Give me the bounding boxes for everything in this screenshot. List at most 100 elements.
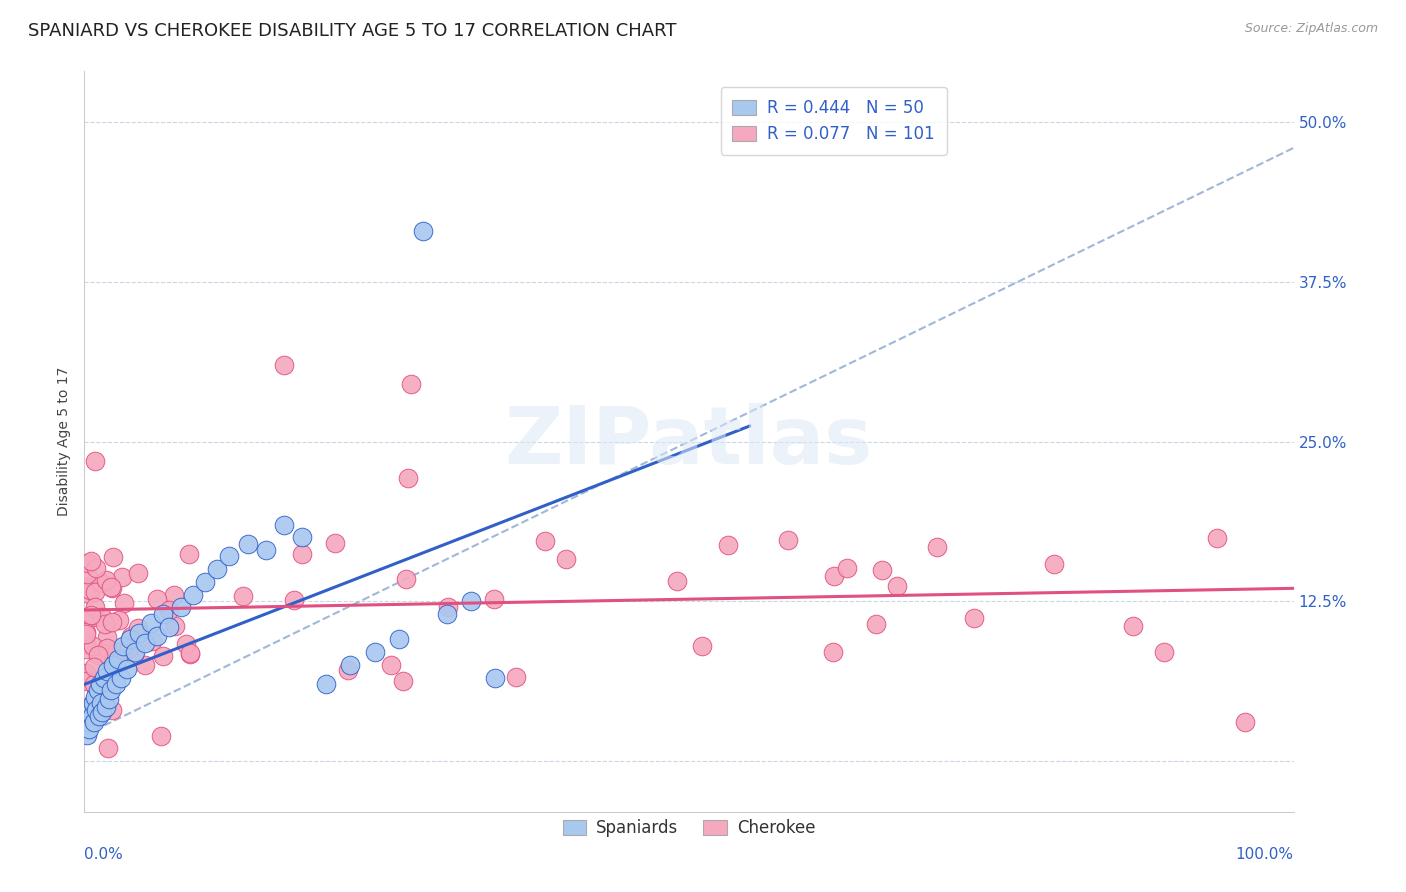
Point bbox=[94, 617, 117, 632]
Point bbox=[218, 549, 240, 564]
Point bbox=[79, 583, 101, 598]
Point bbox=[273, 517, 295, 532]
Point bbox=[962, 611, 984, 625]
Point bbox=[76, 728, 98, 742]
Point bbox=[101, 653, 124, 667]
Point bbox=[207, 562, 229, 576]
Point bbox=[163, 588, 186, 602]
Point bbox=[392, 673, 415, 688]
Point bbox=[396, 471, 419, 485]
Point bbox=[181, 588, 204, 602]
Point bbox=[80, 554, 103, 568]
Point bbox=[104, 677, 127, 691]
Point bbox=[77, 722, 100, 736]
Text: SPANIARD VS CHEROKEE DISABILITY AGE 5 TO 17 CORRELATION CHART: SPANIARD VS CHEROKEE DISABILITY AGE 5 TO… bbox=[28, 22, 676, 40]
Point bbox=[84, 711, 107, 725]
Point bbox=[79, 702, 101, 716]
Point bbox=[112, 596, 135, 610]
Point bbox=[554, 552, 576, 566]
Point bbox=[77, 715, 100, 730]
Point bbox=[128, 626, 150, 640]
Point bbox=[77, 608, 100, 623]
Point bbox=[534, 534, 557, 549]
Point bbox=[139, 615, 162, 630]
Point bbox=[120, 629, 142, 643]
Point bbox=[100, 683, 122, 698]
Point bbox=[86, 703, 108, 717]
Point bbox=[76, 674, 98, 689]
Point bbox=[79, 587, 101, 601]
Point bbox=[84, 679, 107, 693]
Point bbox=[84, 561, 107, 575]
Point bbox=[79, 580, 101, 594]
Point bbox=[174, 637, 197, 651]
Point bbox=[717, 538, 740, 552]
Point bbox=[437, 600, 460, 615]
Point bbox=[399, 377, 422, 392]
Point bbox=[118, 640, 141, 655]
Point bbox=[101, 581, 124, 595]
Point bbox=[776, 533, 799, 547]
Point bbox=[886, 579, 908, 593]
Point bbox=[179, 646, 201, 660]
Point bbox=[115, 662, 138, 676]
Point bbox=[100, 580, 122, 594]
Point bbox=[110, 570, 132, 584]
Point bbox=[146, 629, 169, 643]
Point bbox=[412, 224, 434, 238]
Point bbox=[254, 543, 277, 558]
Point bbox=[336, 663, 359, 677]
Point bbox=[291, 530, 314, 544]
Point bbox=[89, 677, 111, 691]
Point bbox=[152, 607, 174, 621]
Point bbox=[90, 610, 112, 624]
Point bbox=[83, 454, 105, 468]
Point bbox=[108, 613, 131, 627]
Point bbox=[80, 709, 103, 723]
Point bbox=[394, 572, 416, 586]
Point bbox=[80, 698, 103, 713]
Text: 0.0%: 0.0% bbox=[84, 847, 124, 863]
Point bbox=[86, 683, 108, 698]
Point bbox=[1206, 531, 1229, 545]
Point bbox=[865, 617, 887, 632]
Point bbox=[339, 657, 361, 672]
Point bbox=[76, 566, 98, 581]
Point bbox=[103, 657, 125, 672]
Point bbox=[94, 700, 117, 714]
Point bbox=[1043, 558, 1066, 572]
Point bbox=[84, 690, 107, 704]
Point bbox=[83, 715, 105, 730]
Point bbox=[835, 561, 858, 575]
Point bbox=[179, 647, 201, 661]
Point bbox=[120, 632, 142, 647]
Point bbox=[1234, 715, 1257, 730]
Point bbox=[93, 671, 115, 685]
Point bbox=[80, 672, 103, 686]
Point bbox=[484, 671, 506, 685]
Point bbox=[165, 619, 187, 633]
Text: ZIPatlas: ZIPatlas bbox=[505, 402, 873, 481]
Point bbox=[96, 630, 118, 644]
Point bbox=[75, 625, 97, 640]
Point bbox=[1122, 618, 1144, 632]
Point bbox=[87, 673, 110, 687]
Point bbox=[84, 600, 107, 615]
Point bbox=[436, 607, 458, 621]
Point bbox=[101, 615, 124, 629]
Point bbox=[1153, 645, 1175, 659]
Point bbox=[388, 632, 411, 647]
Text: Source: ZipAtlas.com: Source: ZipAtlas.com bbox=[1244, 22, 1378, 36]
Point bbox=[75, 627, 97, 641]
Point bbox=[79, 611, 101, 625]
Point bbox=[666, 574, 689, 588]
Point bbox=[79, 703, 101, 717]
Point bbox=[101, 549, 124, 564]
Point bbox=[75, 637, 97, 651]
Point bbox=[82, 639, 104, 653]
Point bbox=[380, 658, 402, 673]
Point bbox=[482, 591, 505, 606]
Point bbox=[77, 556, 100, 570]
Point bbox=[505, 670, 527, 684]
Point bbox=[157, 619, 180, 633]
